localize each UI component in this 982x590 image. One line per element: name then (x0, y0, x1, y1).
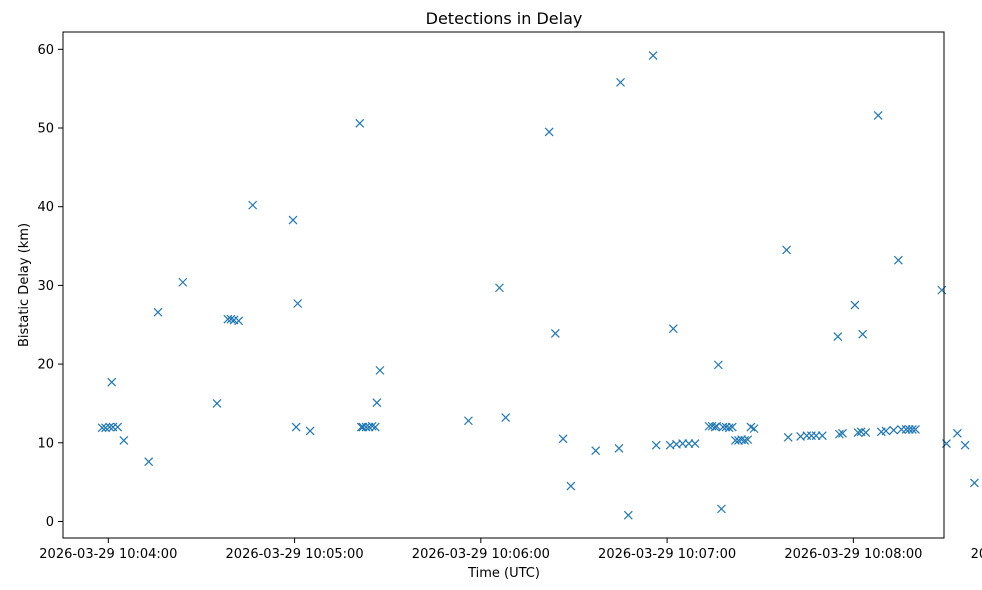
data-point (178, 277, 188, 287)
data-point (367, 421, 377, 431)
x-tick-label: 2026-03-29 10:09:00 (971, 547, 982, 562)
data-point (105, 422, 114, 432)
data-point (907, 424, 917, 434)
data-point (648, 51, 658, 61)
data-point (911, 424, 920, 434)
data-point (873, 110, 883, 120)
x-tick-label: 2026-03-29 10:08:00 (784, 547, 922, 562)
data-point (724, 423, 734, 433)
data-point (727, 422, 737, 432)
data-point (893, 255, 903, 265)
data-point (881, 426, 891, 436)
data-point (226, 314, 236, 324)
data-point (743, 435, 753, 445)
y-tick-label: 60 (37, 43, 54, 58)
data-point (248, 200, 258, 210)
y-tick-label: 20 (37, 358, 54, 373)
data-point (850, 300, 860, 310)
data-point (113, 422, 123, 432)
data-point (614, 443, 624, 453)
data-point (690, 439, 700, 448)
data-point (550, 328, 560, 338)
data-point (544, 127, 554, 137)
data-point (358, 422, 368, 432)
y-axis-label: Bistatic Delay (km) (17, 223, 32, 347)
data-point (811, 431, 821, 441)
data-point (375, 365, 385, 375)
data-point (97, 423, 107, 433)
data-point (372, 398, 382, 408)
y-tick-label: 0 (46, 515, 54, 530)
data-point (749, 424, 759, 434)
y-tick-label: 50 (37, 122, 54, 137)
y-tick-label: 30 (37, 279, 54, 294)
data-point (288, 215, 298, 225)
x-axis-label: Time (UTC) (467, 566, 540, 581)
data-point (834, 429, 844, 439)
data-point (463, 416, 473, 426)
y-axis-ticks: 0 10 20 30 40 50 60 (37, 43, 63, 530)
data-point (853, 428, 863, 437)
data-point (737, 435, 747, 445)
data-point (305, 426, 315, 436)
data-point (734, 435, 743, 445)
data-point (364, 422, 374, 432)
plot-area (63, 32, 944, 538)
x-tick-label: 2026-03-29 10:05:00 (226, 547, 364, 562)
data-point (969, 478, 979, 488)
data-point (153, 307, 163, 317)
data-point (119, 435, 129, 445)
x-axis-ticks: 2026-03-29 10:04:00 2026-03-29 10:05:00 20… (39, 538, 982, 562)
data-point (783, 432, 793, 442)
data-point (293, 299, 303, 308)
data-point (684, 439, 694, 448)
data-point (817, 431, 827, 441)
data-point (782, 245, 792, 255)
data-point (838, 428, 847, 438)
y-tick-label: 10 (37, 436, 54, 451)
data-point (616, 77, 625, 87)
data-point (889, 425, 899, 435)
data-point (558, 434, 568, 444)
data-point (566, 481, 576, 491)
x-tick-label: 2026-03-29 10:04:00 (39, 547, 177, 562)
data-point (651, 440, 661, 450)
data-point (960, 440, 970, 450)
data-point (495, 283, 504, 293)
data-point (901, 424, 911, 434)
data-point (291, 422, 301, 432)
data-point (716, 504, 726, 514)
data-point (144, 457, 154, 467)
data-point (861, 428, 871, 437)
x-tick-label: 2026-03-29 10:07:00 (598, 547, 736, 562)
data-point (858, 329, 868, 339)
data-point (713, 360, 723, 370)
y-tick-label: 40 (37, 200, 54, 215)
data-point (833, 332, 843, 341)
data-point (212, 399, 222, 408)
chart-title: Detections in Delay (426, 9, 583, 28)
data-point (355, 118, 365, 128)
data-point (668, 324, 678, 334)
data-point (721, 422, 731, 432)
plot-background (63, 32, 944, 538)
data-point (952, 428, 962, 438)
data-point (234, 316, 244, 326)
data-point (623, 510, 633, 520)
data-point (678, 439, 688, 448)
data-point (370, 422, 380, 432)
data-point (740, 435, 750, 445)
data-point (591, 446, 601, 456)
data-point (904, 424, 914, 434)
data-point (501, 413, 511, 423)
data-points (97, 51, 979, 520)
data-point (107, 377, 117, 387)
x-tick-label: 2026-03-29 10:06:00 (412, 547, 550, 562)
